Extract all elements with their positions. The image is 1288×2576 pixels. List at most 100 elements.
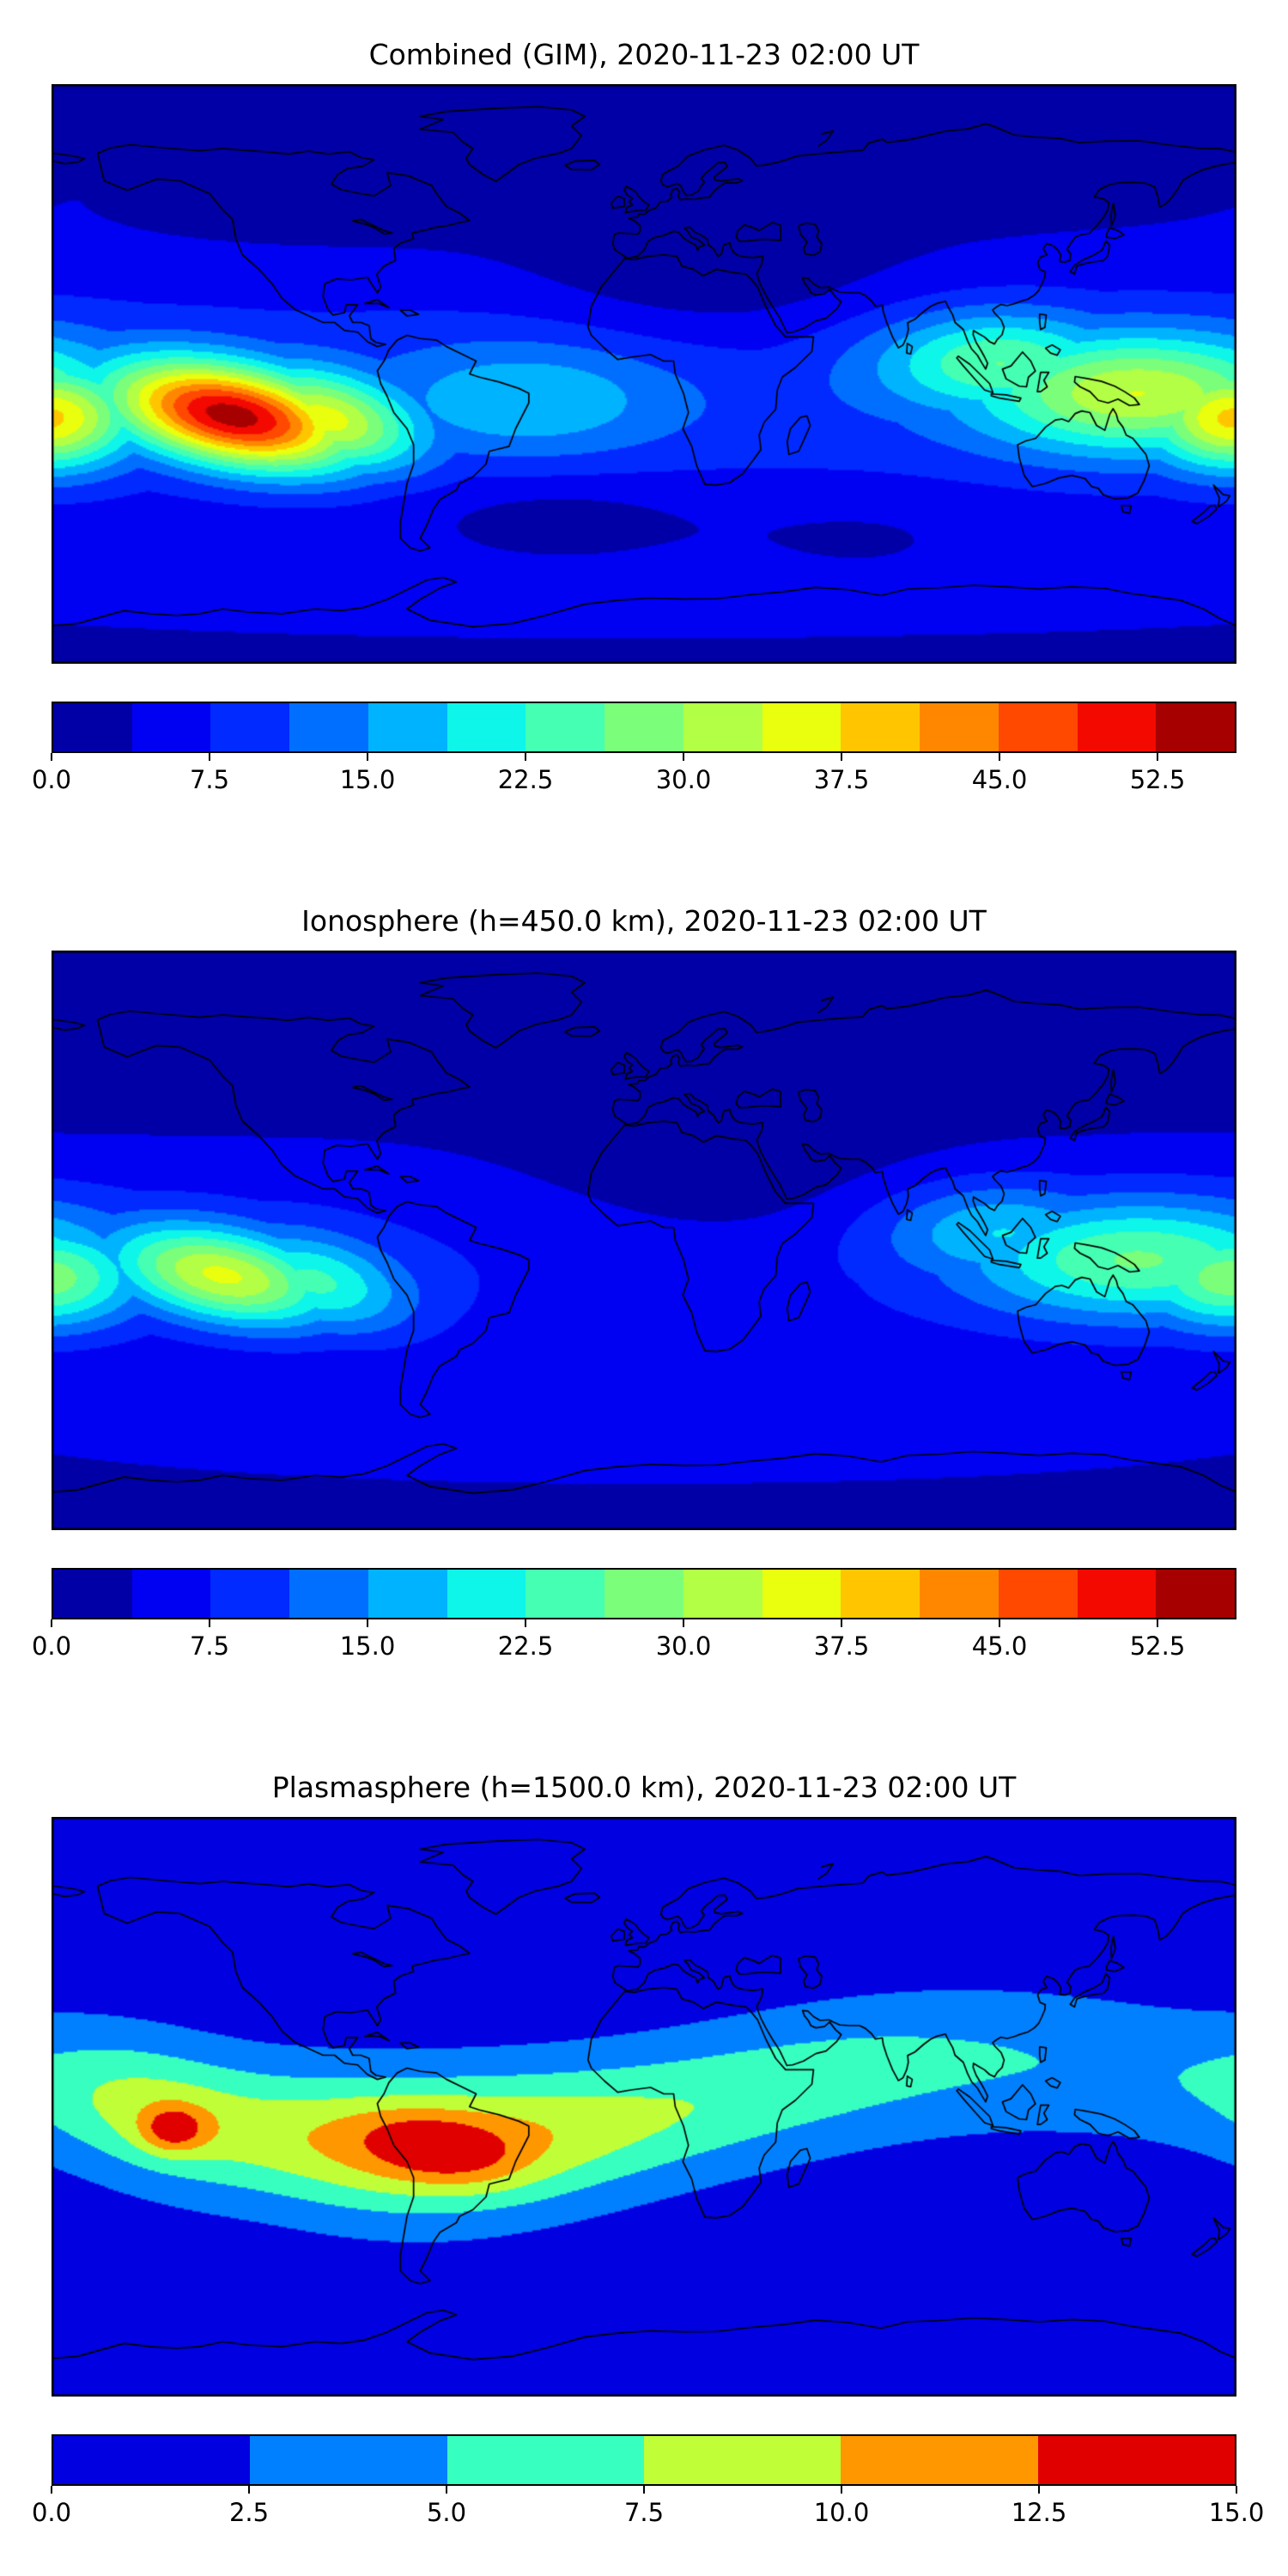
colorbar-tick-label: 0.0 — [31, 2498, 72, 2527]
colorbar-segment — [526, 1570, 605, 1618]
colorbar-tick-mark — [1157, 1619, 1158, 1627]
world-map-plasmasphere — [52, 1817, 1236, 2397]
panel-plasmasphere: Plasmasphere (h=1500.0 km), 2020-11-23 0… — [32, 1771, 1264, 2536]
colorbar-tick-mark — [841, 753, 842, 761]
panel-title: Plasmasphere (h=1500.0 km), 2020-11-23 0… — [271, 1771, 1017, 1804]
colorbar-tick-mark — [841, 1619, 842, 1627]
world-map-combined — [52, 84, 1236, 664]
colorbar-tick-labels: 0.0 7.5 15.0 22.5 30.0 37.5 45.0 52.5 — [32, 1619, 1236, 1669]
colorbar-tick-label: 52.5 — [1129, 765, 1186, 794]
colorbar-tick-mark — [209, 753, 210, 761]
colorbar-tick-mark — [999, 1619, 1000, 1627]
colorbar-segment — [250, 2436, 447, 2484]
colorbar-tick-label: 12.5 — [1011, 2498, 1067, 2527]
colorbar-tick-label: 0.0 — [31, 1631, 72, 1661]
colorbar-segment — [762, 703, 841, 751]
colorbar-tick-mark — [367, 1619, 368, 1627]
colorbar — [52, 702, 1236, 753]
colorbar-tick-label: 22.5 — [497, 765, 554, 794]
colorbar-segment — [762, 1570, 841, 1618]
colorbar-tick-label: 30.0 — [655, 765, 712, 794]
colorbar-tick-mark — [1157, 753, 1158, 761]
colorbar-tick-labels: 0.0 7.5 15.0 22.5 30.0 37.5 45.0 52.5 — [32, 753, 1236, 803]
colorbar-tick-label: 30.0 — [655, 1631, 712, 1661]
colorbar-tick-label: 45.0 — [971, 1631, 1028, 1661]
colorbar-tick-label: 7.5 — [189, 1631, 230, 1661]
colorbar-tick-label: 2.5 — [228, 2498, 270, 2527]
colorbar-tick-label: 15.0 — [339, 765, 396, 794]
panel-title: Ionosphere (h=450.0 km), 2020-11-23 02:0… — [301, 904, 987, 938]
colorbar-tick-mark — [209, 1619, 210, 1627]
colorbar-segment — [920, 703, 999, 751]
colorbar-segment — [526, 703, 605, 751]
colorbar-tick-label: 0.0 — [31, 765, 72, 794]
colorbar-tick-label: 10.0 — [813, 2498, 870, 2527]
colorbar-segment — [447, 1570, 526, 1618]
colorbar-segment — [683, 1570, 762, 1618]
colorbar-segment — [131, 1570, 211, 1618]
colorbar-segment — [368, 703, 447, 751]
colorbar-segment — [998, 703, 1078, 751]
colorbar-segment — [53, 1570, 132, 1618]
colorbar-segment — [998, 1570, 1078, 1618]
colorbar-tick-mark — [841, 2486, 842, 2494]
colorbar-segment — [1156, 1570, 1236, 1618]
colorbar-tick-label: 37.5 — [813, 1631, 870, 1661]
colorbar-segment — [289, 703, 368, 751]
colorbar-tick-label: 52.5 — [1129, 1631, 1186, 1661]
map-canvas — [52, 951, 1236, 1530]
panel-combined-gim: Combined (GIM), 2020-11-23 02:00 UT 0.0 7… — [32, 0, 1236, 803]
colorbar-segment — [53, 703, 132, 751]
colorbar-tick-label: 15.0 — [1208, 2498, 1265, 2527]
colorbar-tick-mark — [367, 753, 368, 761]
map-canvas — [52, 84, 1236, 664]
colorbar-segment — [1156, 703, 1236, 751]
colorbar-tick-mark — [525, 1619, 526, 1627]
colorbar-tick-label: 22.5 — [497, 1631, 554, 1661]
colorbar-segment — [447, 703, 526, 751]
colorbar-segment — [643, 2436, 841, 2484]
colorbar-tick-label: 37.5 — [813, 765, 870, 794]
colorbar-segment — [841, 1570, 920, 1618]
colorbar-tick-label: 5.0 — [426, 2498, 467, 2527]
colorbar-segment — [605, 1570, 683, 1618]
colorbar-tick-label: 45.0 — [971, 765, 1028, 794]
colorbar-tick-mark — [446, 2486, 447, 2494]
colorbar-segment — [447, 2436, 644, 2484]
colorbar-segment — [841, 703, 920, 751]
colorbar-tick-label: 15.0 — [339, 1631, 396, 1661]
colorbar-tick-mark — [1236, 2486, 1237, 2494]
colorbar-tick-labels: 0.0 2.5 5.0 7.5 10.0 12.5 15.0 — [32, 2486, 1264, 2536]
colorbar-segment — [289, 1570, 368, 1618]
panel-ionosphere: Ionosphere (h=450.0 km), 2020-11-23 02:0… — [32, 904, 1236, 1669]
colorbar-tick-mark — [51, 1619, 52, 1627]
colorbar-segment — [368, 1570, 447, 1618]
colorbar-tick-mark — [51, 2486, 52, 2494]
map-canvas — [52, 1817, 1236, 2397]
colorbar-segment — [683, 703, 762, 751]
colorbar-tick-mark — [525, 753, 526, 761]
colorbar-tick-mark — [683, 1619, 684, 1627]
colorbar-segment — [131, 703, 211, 751]
colorbar-segment — [1077, 1570, 1157, 1618]
colorbar-tick-label: 7.5 — [623, 2498, 665, 2527]
colorbar-segment — [841, 2436, 1038, 2484]
panel-title: Combined (GIM), 2020-11-23 02:00 UT — [368, 38, 920, 71]
colorbar-segment — [1037, 2436, 1235, 2484]
colorbar — [52, 1568, 1236, 1619]
colorbar-tick-label: 7.5 — [189, 765, 230, 794]
colorbar-segment — [53, 2436, 251, 2484]
colorbar-tick-mark — [51, 753, 52, 761]
colorbar-segment — [1077, 703, 1157, 751]
world-map-ionosphere — [52, 951, 1236, 1530]
colorbar-segment — [210, 703, 290, 751]
colorbar-tick-mark — [683, 753, 684, 761]
colorbar-tick-mark — [643, 2486, 645, 2494]
colorbar-tick-mark — [999, 753, 1000, 761]
colorbar-segment — [210, 1570, 290, 1618]
colorbar-tick-mark — [248, 2486, 250, 2494]
colorbar-segment — [920, 1570, 999, 1618]
colorbar — [52, 2434, 1236, 2486]
colorbar-tick-mark — [1038, 2486, 1040, 2494]
